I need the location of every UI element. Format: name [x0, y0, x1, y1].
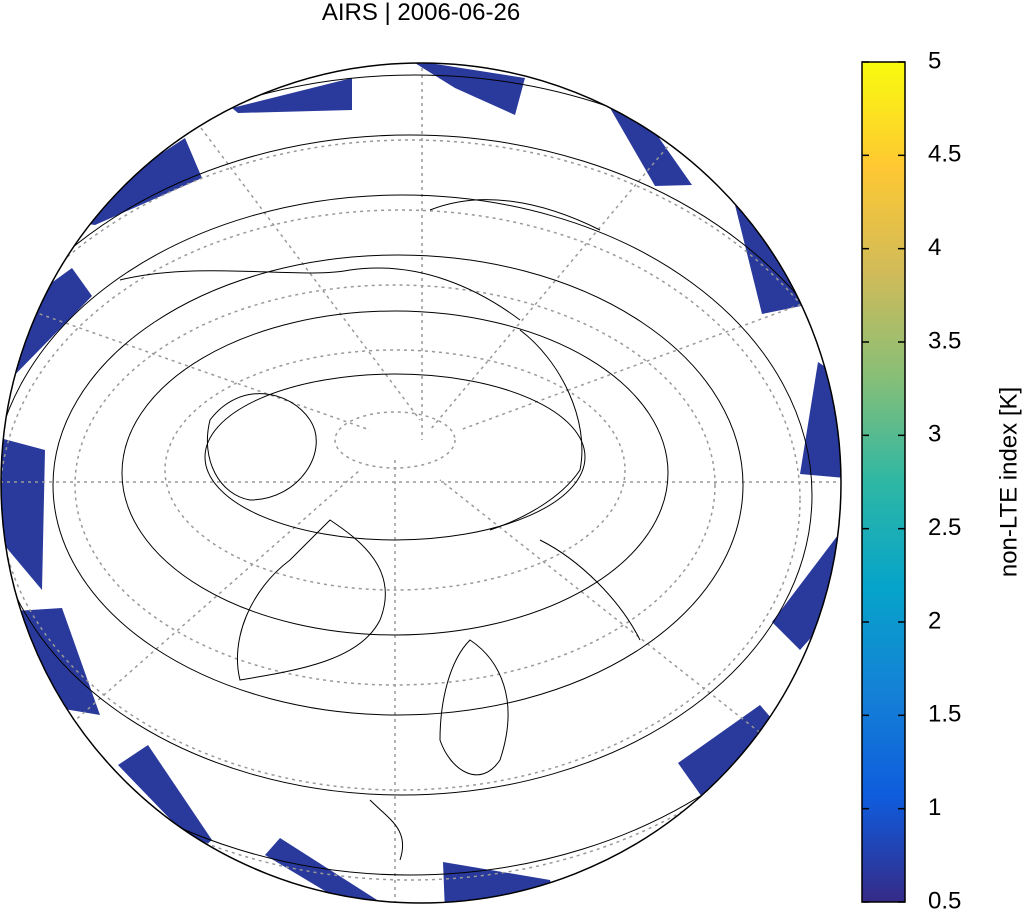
colorbar-tick-label: 4 [928, 234, 941, 261]
map-title: AIRS | 2006-06-26 [322, 0, 520, 26]
latitude-circles [1, 74, 841, 903]
graticule [1, 63, 841, 903]
globe-outline [0, 62, 842, 904]
globe [1, 63, 841, 903]
colorbar-tick-label: 1.5 [928, 701, 961, 728]
colorbar-tick-label: 3.5 [928, 327, 961, 354]
colorbar-tick-label: 4.5 [928, 141, 961, 168]
colorbar-tick-label: 5 [928, 47, 941, 74]
colorbar-tick-label: 3 [928, 421, 941, 448]
colorbar-tick-label: 1 [928, 794, 941, 821]
colorbar-label: non-LTE index [K] [995, 387, 1022, 577]
colorbar-tick-label: 0.5 [928, 887, 961, 912]
colorbar-tick-label: 2 [928, 607, 941, 634]
colorbar [861, 61, 906, 903]
colorbar-tick-label: 2.5 [928, 514, 961, 541]
coastlines [119, 199, 641, 861]
